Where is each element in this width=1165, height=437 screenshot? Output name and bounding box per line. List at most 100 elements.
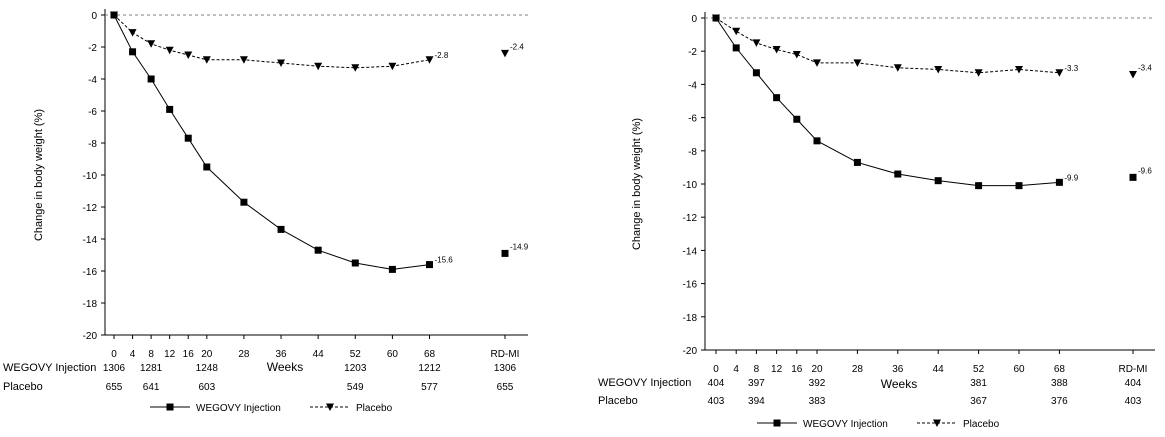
x-axis-title: Weeks: [881, 377, 917, 391]
series-wegovy: -15.6 -14.9: [110, 11, 529, 273]
data-point: [732, 27, 741, 36]
risk-table-cell: 655: [106, 382, 123, 393]
risk-table-cell: 367: [970, 396, 987, 407]
data-point: [388, 265, 396, 273]
y-tick-label: -12: [683, 213, 698, 224]
series-line: [715, 17, 1060, 187]
data-point: [128, 29, 137, 37]
x-tick-label: 0: [111, 349, 117, 360]
data-label: -2.8: [435, 51, 449, 60]
y-tick-label: -6: [88, 107, 97, 118]
data-point: [1015, 182, 1023, 190]
risk-table-row-label: WEGOVY Injection: [598, 377, 691, 389]
data-point: [184, 134, 192, 142]
x-tick-label: 44: [933, 364, 945, 375]
risk-table-cell: 1281: [140, 363, 163, 374]
risk-table-cell: 392: [809, 378, 826, 389]
y-tick-label: -6: [688, 114, 697, 125]
y-axis-title: Change in body weight (%): [631, 118, 643, 250]
y-tick-label: 0: [691, 14, 697, 25]
x-tick-label: 20: [201, 349, 213, 360]
data-point: [388, 62, 397, 71]
x-tick-label: 60: [1013, 364, 1025, 375]
legend-marker-wegovy: [166, 403, 174, 411]
legend-label-placebo: Placebo: [356, 403, 393, 414]
y-tick-label: -20: [83, 331, 98, 342]
data-point: [110, 11, 118, 19]
x-tick-label: 60: [387, 349, 399, 360]
y-tick-label: -16: [83, 267, 98, 278]
data-label: -9.9: [1064, 173, 1078, 182]
x-tick-label: 16: [183, 349, 195, 360]
data-point: [351, 64, 360, 72]
x-tick-label: 28: [852, 364, 864, 375]
y-tick-label: -14: [683, 246, 698, 257]
risk-table-cell: 655: [497, 382, 514, 393]
risk-table-cell: 404: [708, 378, 725, 389]
risk-table-cell: 403: [708, 396, 725, 407]
x-tick-label: 0: [713, 364, 719, 375]
x-tick-label: RD-MI: [491, 349, 520, 360]
x-axis-title: Weeks: [267, 360, 303, 374]
series-wegovy: -9.9 -9.6: [712, 14, 1152, 190]
rdmi-point: [1129, 173, 1137, 181]
y-tick-label: -4: [688, 80, 697, 91]
series-line: [113, 14, 430, 270]
data-point: [1055, 178, 1063, 186]
legend-marker-placebo: [933, 419, 941, 427]
data-point: [147, 75, 155, 83]
series-placebo: -2.8 -2.4: [110, 11, 524, 72]
legend-marker-wegovy: [773, 419, 781, 427]
y-tick-label: -10: [683, 180, 698, 191]
x-tick-label: 20: [811, 364, 823, 375]
legend: WEGOVY Injection Placebo: [757, 419, 1000, 430]
data-label: -3.3: [1064, 64, 1078, 73]
risk-table-cell: 383: [809, 396, 826, 407]
x-tick-label: RD-MI: [1119, 364, 1148, 375]
risk-table-cell: 388: [1051, 378, 1068, 389]
risk-table-cell: 641: [143, 382, 160, 393]
y-tick-label: -14: [83, 235, 98, 246]
y-axis-title: Change in body weight (%): [33, 109, 45, 241]
risk-table-cell: 1306: [103, 363, 126, 374]
legend-marker-placebo: [326, 403, 334, 411]
data-point: [773, 94, 781, 102]
data-point: [165, 46, 174, 55]
y-tick-label: -8: [88, 139, 97, 150]
risk-table-cell: 549: [347, 382, 364, 393]
series-line: [113, 14, 430, 69]
x-tick-label: 12: [771, 364, 783, 375]
data-point: [975, 182, 983, 190]
legend-label-wegovy: WEGOVY Injection: [196, 403, 281, 414]
x-tick-label: 8: [754, 364, 760, 375]
data-point: [853, 158, 861, 166]
x-tick-label: 36: [275, 349, 287, 360]
risk-table-row-label: Placebo: [3, 381, 43, 393]
data-point: [202, 56, 211, 64]
data-point: [894, 170, 902, 178]
y-tick-label: -4: [88, 75, 97, 86]
data-point: [239, 56, 248, 64]
data-point: [203, 163, 211, 171]
data-point: [772, 46, 781, 54]
risk-table-cell: 404: [1125, 378, 1142, 389]
data-point: [974, 69, 983, 77]
data-point: [934, 65, 943, 74]
data-point: [314, 246, 322, 254]
legend-label-placebo: Placebo: [963, 419, 1000, 430]
risk-table-cell: 394: [748, 396, 765, 407]
y-tick-label: -8: [688, 147, 697, 158]
x-tick-label: 4: [130, 349, 136, 360]
rdmi-label: -3.4: [1138, 63, 1152, 72]
data-point: [1055, 69, 1064, 77]
data-point: [351, 259, 359, 267]
x-tick-label: 68: [424, 349, 436, 360]
data-point: [934, 177, 942, 185]
x-tick-label: 52: [350, 349, 362, 360]
risk-table-cell: 376: [1051, 396, 1068, 407]
series-placebo: -3.3 -3.4: [712, 14, 1152, 79]
chart-panel-2: 0 -2 -4 -6 -8 -10 -12 -14 -16 -18 -20 0 4 8 12 16 20 28 36…: [598, 12, 1155, 430]
x-tick-label: 44: [313, 349, 325, 360]
